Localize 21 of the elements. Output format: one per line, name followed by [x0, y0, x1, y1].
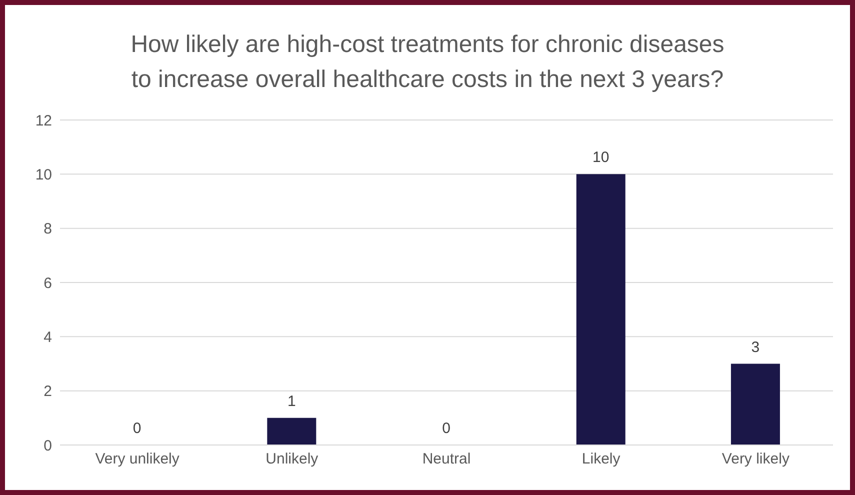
x-tick-label: Very unlikely: [95, 450, 180, 468]
data-label: 0: [132, 420, 142, 437]
y-tick-label: 12: [35, 112, 52, 130]
y-tick-label: 8: [44, 220, 52, 238]
bar: [730, 364, 780, 445]
y-tick-label: 0: [44, 437, 52, 454]
x-tick-label: Unlikely: [266, 450, 319, 468]
y-tick-label: 10: [35, 166, 52, 184]
y-tick-label: 4: [44, 328, 52, 346]
x-tick-label: Likely: [582, 450, 621, 468]
x-tick-label: Neutral: [422, 450, 471, 468]
data-label: 3: [751, 338, 760, 356]
x-tick-label: Very likely: [722, 450, 790, 468]
y-tick-label: 6: [44, 274, 52, 292]
data-label: 0: [442, 420, 450, 437]
bar: [576, 174, 626, 445]
data-label: 1: [287, 392, 296, 410]
y-tick-label: 2: [44, 383, 52, 400]
chart-title: How likely are high-cost treatments for chronic diseases to increase overall healthcare costs in the next 3 years?: [130, 30, 726, 95]
data-label: 10: [592, 149, 610, 166]
bar: [267, 418, 316, 445]
